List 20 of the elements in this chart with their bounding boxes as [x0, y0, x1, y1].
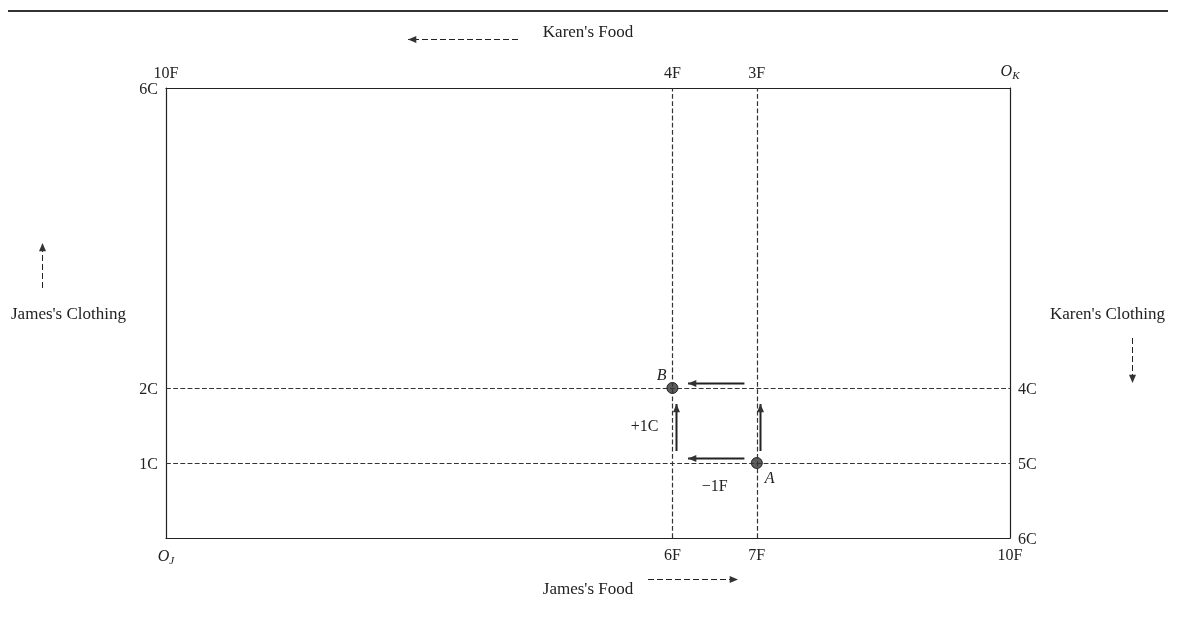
x-tick-label: 7F — [748, 545, 766, 563]
y2-tick-label: 5C — [1018, 454, 1037, 472]
y-axis-title: James's Clothing — [11, 303, 127, 323]
annotation: A — [763, 468, 775, 486]
x2-axis-title: Karen's Food — [542, 22, 634, 41]
x2-tick-label: 4F — [663, 63, 681, 81]
y2-tick-label: 6C — [1018, 529, 1037, 547]
x-axis-title: James's Food — [542, 579, 634, 598]
y-tick-label: 1C — [139, 454, 158, 472]
annotation: −1F — [701, 476, 728, 494]
x2-tick-label: 3F — [748, 63, 766, 81]
x2-tick-label: 10F — [153, 63, 179, 81]
x-tick-label: 6F — [663, 545, 681, 563]
y2-tick-label: 4C — [1018, 379, 1037, 397]
annotation: +1C — [630, 417, 659, 434]
y-tick-label: 2C — [139, 379, 158, 397]
y2-axis-title: Karen's Clothing — [1050, 303, 1166, 323]
x-tick-label: 10F — [997, 545, 1023, 563]
annotation: B — [656, 365, 667, 383]
y-tick-label: 6C — [139, 79, 158, 97]
